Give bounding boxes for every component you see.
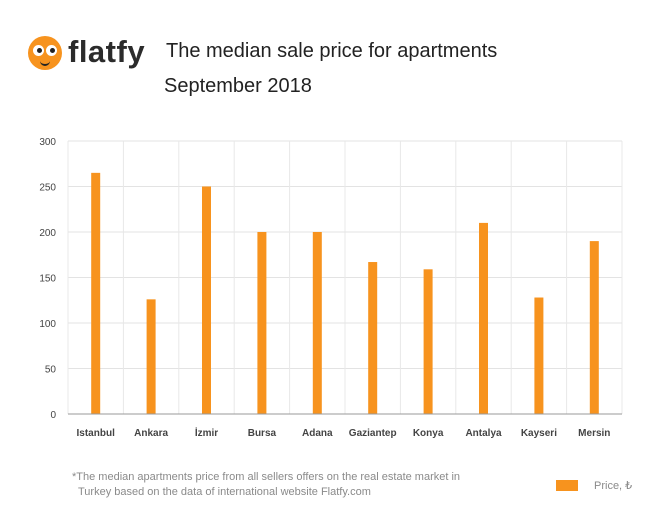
x-tick-label: Adana — [302, 428, 333, 439]
chart-subtitle: September 2018 — [164, 75, 312, 97]
owl-face-icon — [28, 36, 62, 70]
bar — [257, 232, 267, 414]
y-tick-label: 50 — [45, 365, 57, 376]
footnote-line: *The median apartments price from all se… — [72, 471, 461, 483]
x-tick-label: İzmir — [195, 426, 218, 439]
bar — [312, 232, 322, 414]
footnote-line: Turkey based on the data of internationa… — [78, 486, 371, 498]
bar — [202, 186, 211, 414]
footnote: *The median apartments price from all se… — [72, 470, 492, 500]
y-tick-label: 0 — [50, 410, 56, 421]
x-tick-label: Konya — [413, 428, 444, 439]
bar — [479, 222, 488, 414]
bar — [423, 269, 433, 414]
bar — [146, 299, 156, 414]
x-tick-label: Bursa — [248, 428, 277, 439]
bar — [534, 297, 544, 414]
x-tick-label: Kayseri — [521, 428, 557, 439]
chart-title: The median sale price for apartments — [166, 40, 498, 62]
y-tick-label: 250 — [39, 183, 56, 194]
flatfy-logo: flatfy — [28, 34, 168, 72]
x-tick-label: Gaziantep — [349, 428, 397, 439]
y-tick-label: 200 — [39, 228, 56, 239]
y-tick-label: 300 — [39, 137, 56, 148]
x-tick-label: Ankara — [134, 428, 168, 439]
logo-text: flatfy — [68, 34, 146, 69]
legend-label: Price, ₺ — [594, 480, 633, 492]
x-tick-label: Mersin — [578, 428, 610, 439]
x-tick-label: Istanbul — [77, 428, 116, 439]
y-tick-label: 150 — [39, 274, 56, 285]
y-tick-label: 100 — [39, 319, 56, 330]
bar — [589, 241, 599, 414]
bar — [368, 262, 378, 414]
bar — [91, 172, 101, 414]
legend-swatch — [556, 480, 578, 491]
x-tick-label: Antalya — [465, 428, 502, 439]
